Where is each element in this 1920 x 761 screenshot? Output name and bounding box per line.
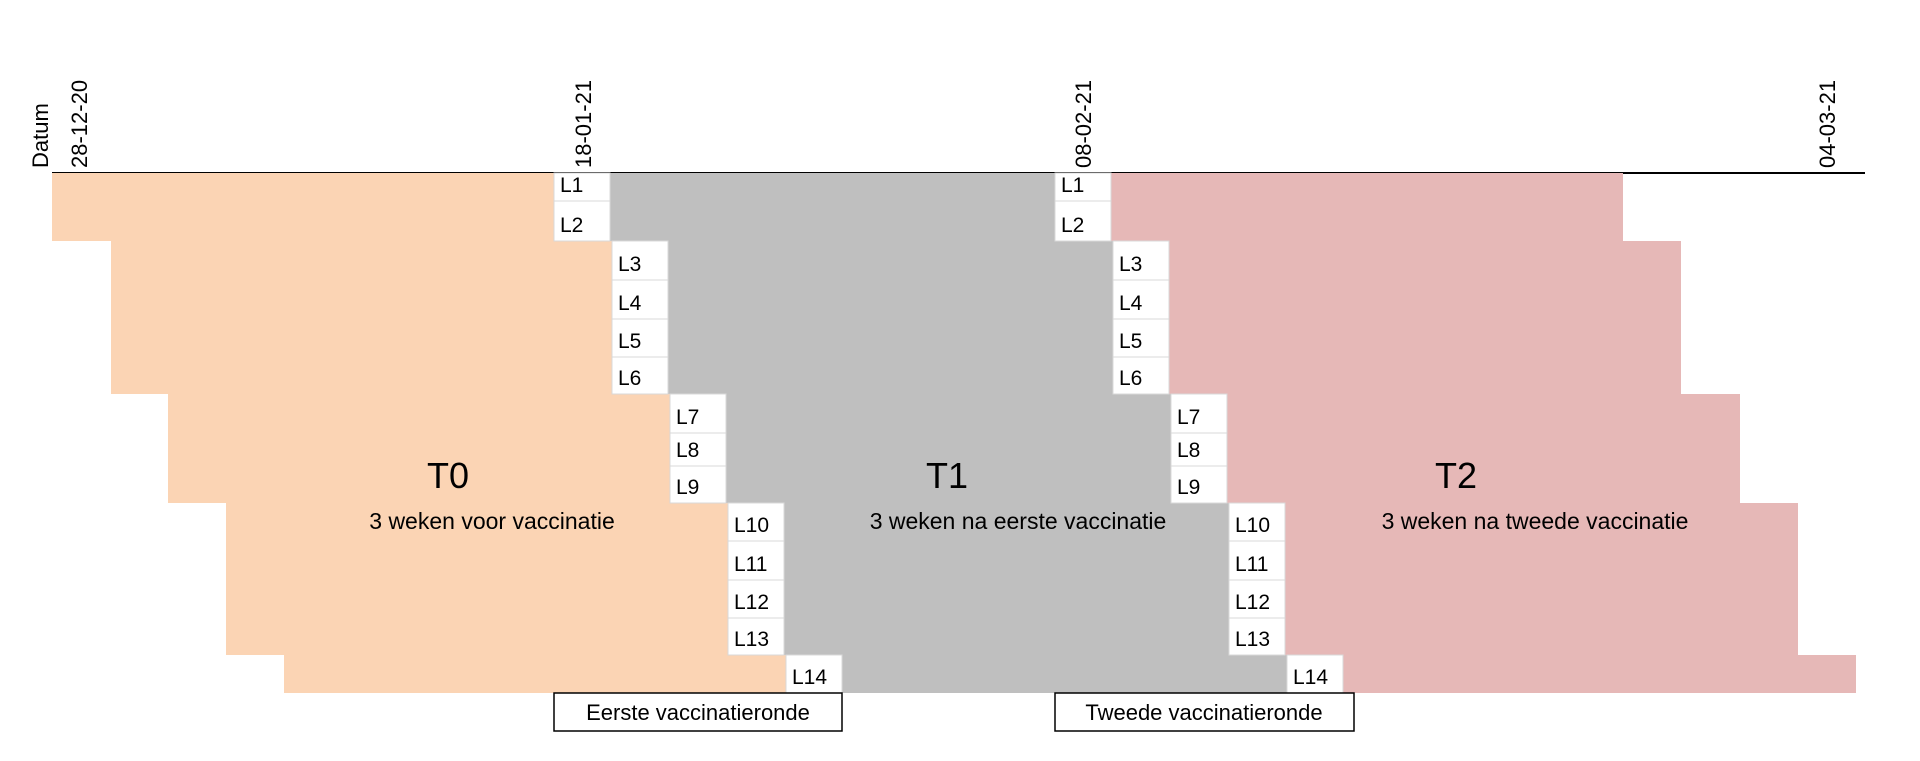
location-label-l3-first: L3 — [618, 253, 641, 276]
t1-band-segment — [842, 655, 1287, 693]
location-box-l13-second — [1228, 617, 1286, 656]
location-label-l1-second: L1 — [1061, 174, 1084, 197]
location-box-l4-second — [1112, 279, 1170, 320]
location-box-l9-first — [669, 465, 727, 504]
t2-band-segment — [1169, 241, 1681, 394]
location-label-l10-second: L10 — [1235, 514, 1270, 537]
location-box-l7-first — [669, 393, 727, 434]
t2-band-segment — [1227, 394, 1740, 503]
location-box-l9-second — [1170, 465, 1228, 504]
location-label-l13-second: L13 — [1235, 628, 1270, 651]
first-round-box — [553, 692, 843, 732]
location-label-l4-second: L4 — [1119, 292, 1143, 315]
location-box-l5-second — [1112, 318, 1170, 358]
t1-band-segment — [784, 503, 1229, 655]
t0-band-segment — [52, 173, 554, 241]
location-box-l8-first — [669, 432, 727, 467]
location-box-l14-second — [1286, 654, 1344, 694]
location-label-l9-second: L9 — [1177, 476, 1200, 499]
location-box-l14-first — [785, 654, 843, 694]
location-box-l11-first — [727, 540, 785, 581]
axis-label-datum: Datum — [28, 103, 53, 168]
location-label-l12-first: L12 — [734, 591, 769, 614]
location-label-l2-first: L2 — [560, 214, 583, 237]
phase-bands — [52, 173, 1856, 693]
location-label-l13-first: L13 — [734, 628, 769, 651]
location-label-l1-first: L1 — [560, 174, 583, 197]
t2-band-segment — [1111, 173, 1623, 241]
location-box-l12-first — [727, 579, 785, 619]
t0-band-segment — [226, 503, 728, 655]
second-round-label: Tweede vaccinatieronde — [1085, 700, 1322, 725]
location-label-l7-second: L7 — [1177, 406, 1200, 429]
phase-title-t2: T2 — [1435, 455, 1477, 496]
location-label-l12-second: L12 — [1235, 591, 1270, 614]
date-label-08-02-21: 08-02-21 — [1071, 80, 1096, 168]
location-box-l10-first — [727, 502, 785, 542]
t2-band-segment — [1343, 655, 1856, 693]
phase-subtitle-t0: 3 weken voor vaccinatie — [369, 508, 614, 534]
first-round-label: Eerste vaccinatieronde — [586, 700, 810, 725]
second-round-box — [1054, 692, 1355, 732]
location-box-l1-first — [553, 172, 611, 202]
location-label-l5-first: L5 — [618, 330, 641, 353]
location-label-l8-second: L8 — [1177, 439, 1200, 462]
location-boxes: L1 L1 L2 L2 L3 L3 L4 L4 L5 L5 L6 L6 L7 L7 L8 L8 L9 L9 L10 L… — [553, 172, 1344, 694]
location-box-l8-second — [1170, 432, 1228, 467]
t2-band-segment — [1285, 503, 1798, 655]
phase-subtitle-t1: 3 weken na eerste vaccinatie — [870, 508, 1167, 534]
location-label-l14-second: L14 — [1293, 666, 1328, 689]
location-label-l3-second: L3 — [1119, 253, 1142, 276]
location-box-l5-first — [611, 318, 669, 358]
location-label-l10-first: L10 — [734, 514, 769, 537]
location-box-l13-first — [727, 617, 785, 656]
location-box-l2-second — [1054, 200, 1112, 242]
location-box-l7-second — [1170, 393, 1228, 434]
location-box-l11-second — [1228, 540, 1286, 581]
location-label-l9-first: L9 — [676, 476, 699, 499]
location-box-l6-second — [1112, 356, 1170, 395]
location-box-l2-first — [553, 200, 611, 242]
location-box-l4-first — [611, 279, 669, 320]
t1-band-segment — [610, 173, 1055, 241]
t0-band-segment — [111, 241, 612, 394]
phase-title-t1: T1 — [926, 455, 968, 496]
location-label-l6-first: L6 — [618, 367, 641, 390]
location-label-l8-first: L8 — [676, 439, 699, 462]
location-label-l14-first: L14 — [792, 666, 827, 689]
location-box-l10-second — [1228, 502, 1286, 542]
location-box-l3-first — [611, 240, 669, 281]
date-label-18-01-21: 18-01-21 — [571, 80, 596, 168]
location-box-l3-second — [1112, 240, 1170, 281]
location-label-l2-second: L2 — [1061, 214, 1084, 237]
location-box-l6-first — [611, 356, 669, 395]
location-box-l12-second — [1228, 579, 1286, 619]
t1-band-segment — [668, 241, 1113, 394]
location-label-l4-first: L4 — [618, 292, 642, 315]
date-label-28-12-20: 28-12-20 — [67, 80, 92, 168]
location-label-l5-second: L5 — [1119, 330, 1142, 353]
location-label-l11-second: L11 — [1235, 553, 1268, 576]
location-label-l7-first: L7 — [676, 406, 699, 429]
location-label-l6-second: L6 — [1119, 367, 1142, 390]
date-label-04-03-21: 04-03-21 — [1815, 80, 1840, 168]
location-label-l11-first: L11 — [734, 553, 767, 576]
t0-band-segment — [168, 394, 670, 503]
t1-band-segment — [726, 394, 1171, 503]
phase-title-t0: T0 — [427, 455, 469, 496]
phase-subtitle-t2: 3 weken na tweede vaccinatie — [1382, 508, 1689, 534]
t0-band-segment — [284, 655, 786, 693]
